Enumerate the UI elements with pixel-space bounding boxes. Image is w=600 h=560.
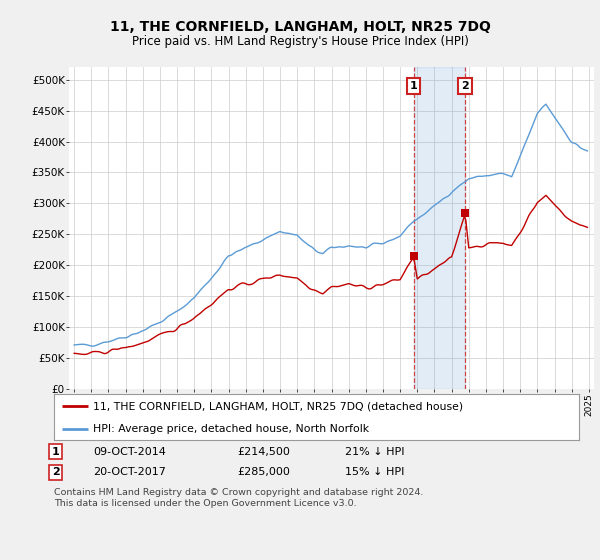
Bar	[413, 67, 465, 389]
Text: Contains HM Land Registry data © Crown copyright and database right 2024.
This d: Contains HM Land Registry data © Crown c…	[54, 488, 424, 508]
Text: £285,000: £285,000	[237, 467, 290, 477]
Text: 15% ↓ HPI: 15% ↓ HPI	[345, 467, 404, 477]
Text: 09-OCT-2014: 09-OCT-2014	[93, 447, 166, 457]
Text: 11, THE CORNFIELD, LANGHAM, HOLT, NR25 7DQ (detached house): 11, THE CORNFIELD, LANGHAM, HOLT, NR25 7…	[94, 401, 464, 411]
Text: 20-OCT-2017: 20-OCT-2017	[93, 467, 166, 477]
Text: 2: 2	[461, 81, 469, 91]
Text: HPI: Average price, detached house, North Norfolk: HPI: Average price, detached house, Nort…	[94, 424, 370, 435]
Text: 1: 1	[52, 447, 59, 457]
Text: £214,500: £214,500	[237, 447, 290, 457]
Text: 11, THE CORNFIELD, LANGHAM, HOLT, NR25 7DQ: 11, THE CORNFIELD, LANGHAM, HOLT, NR25 7…	[110, 20, 490, 34]
Text: Price paid vs. HM Land Registry's House Price Index (HPI): Price paid vs. HM Land Registry's House …	[131, 35, 469, 48]
Text: 2: 2	[52, 467, 59, 477]
Text: 21% ↓ HPI: 21% ↓ HPI	[345, 447, 404, 457]
Text: 1: 1	[410, 81, 418, 91]
